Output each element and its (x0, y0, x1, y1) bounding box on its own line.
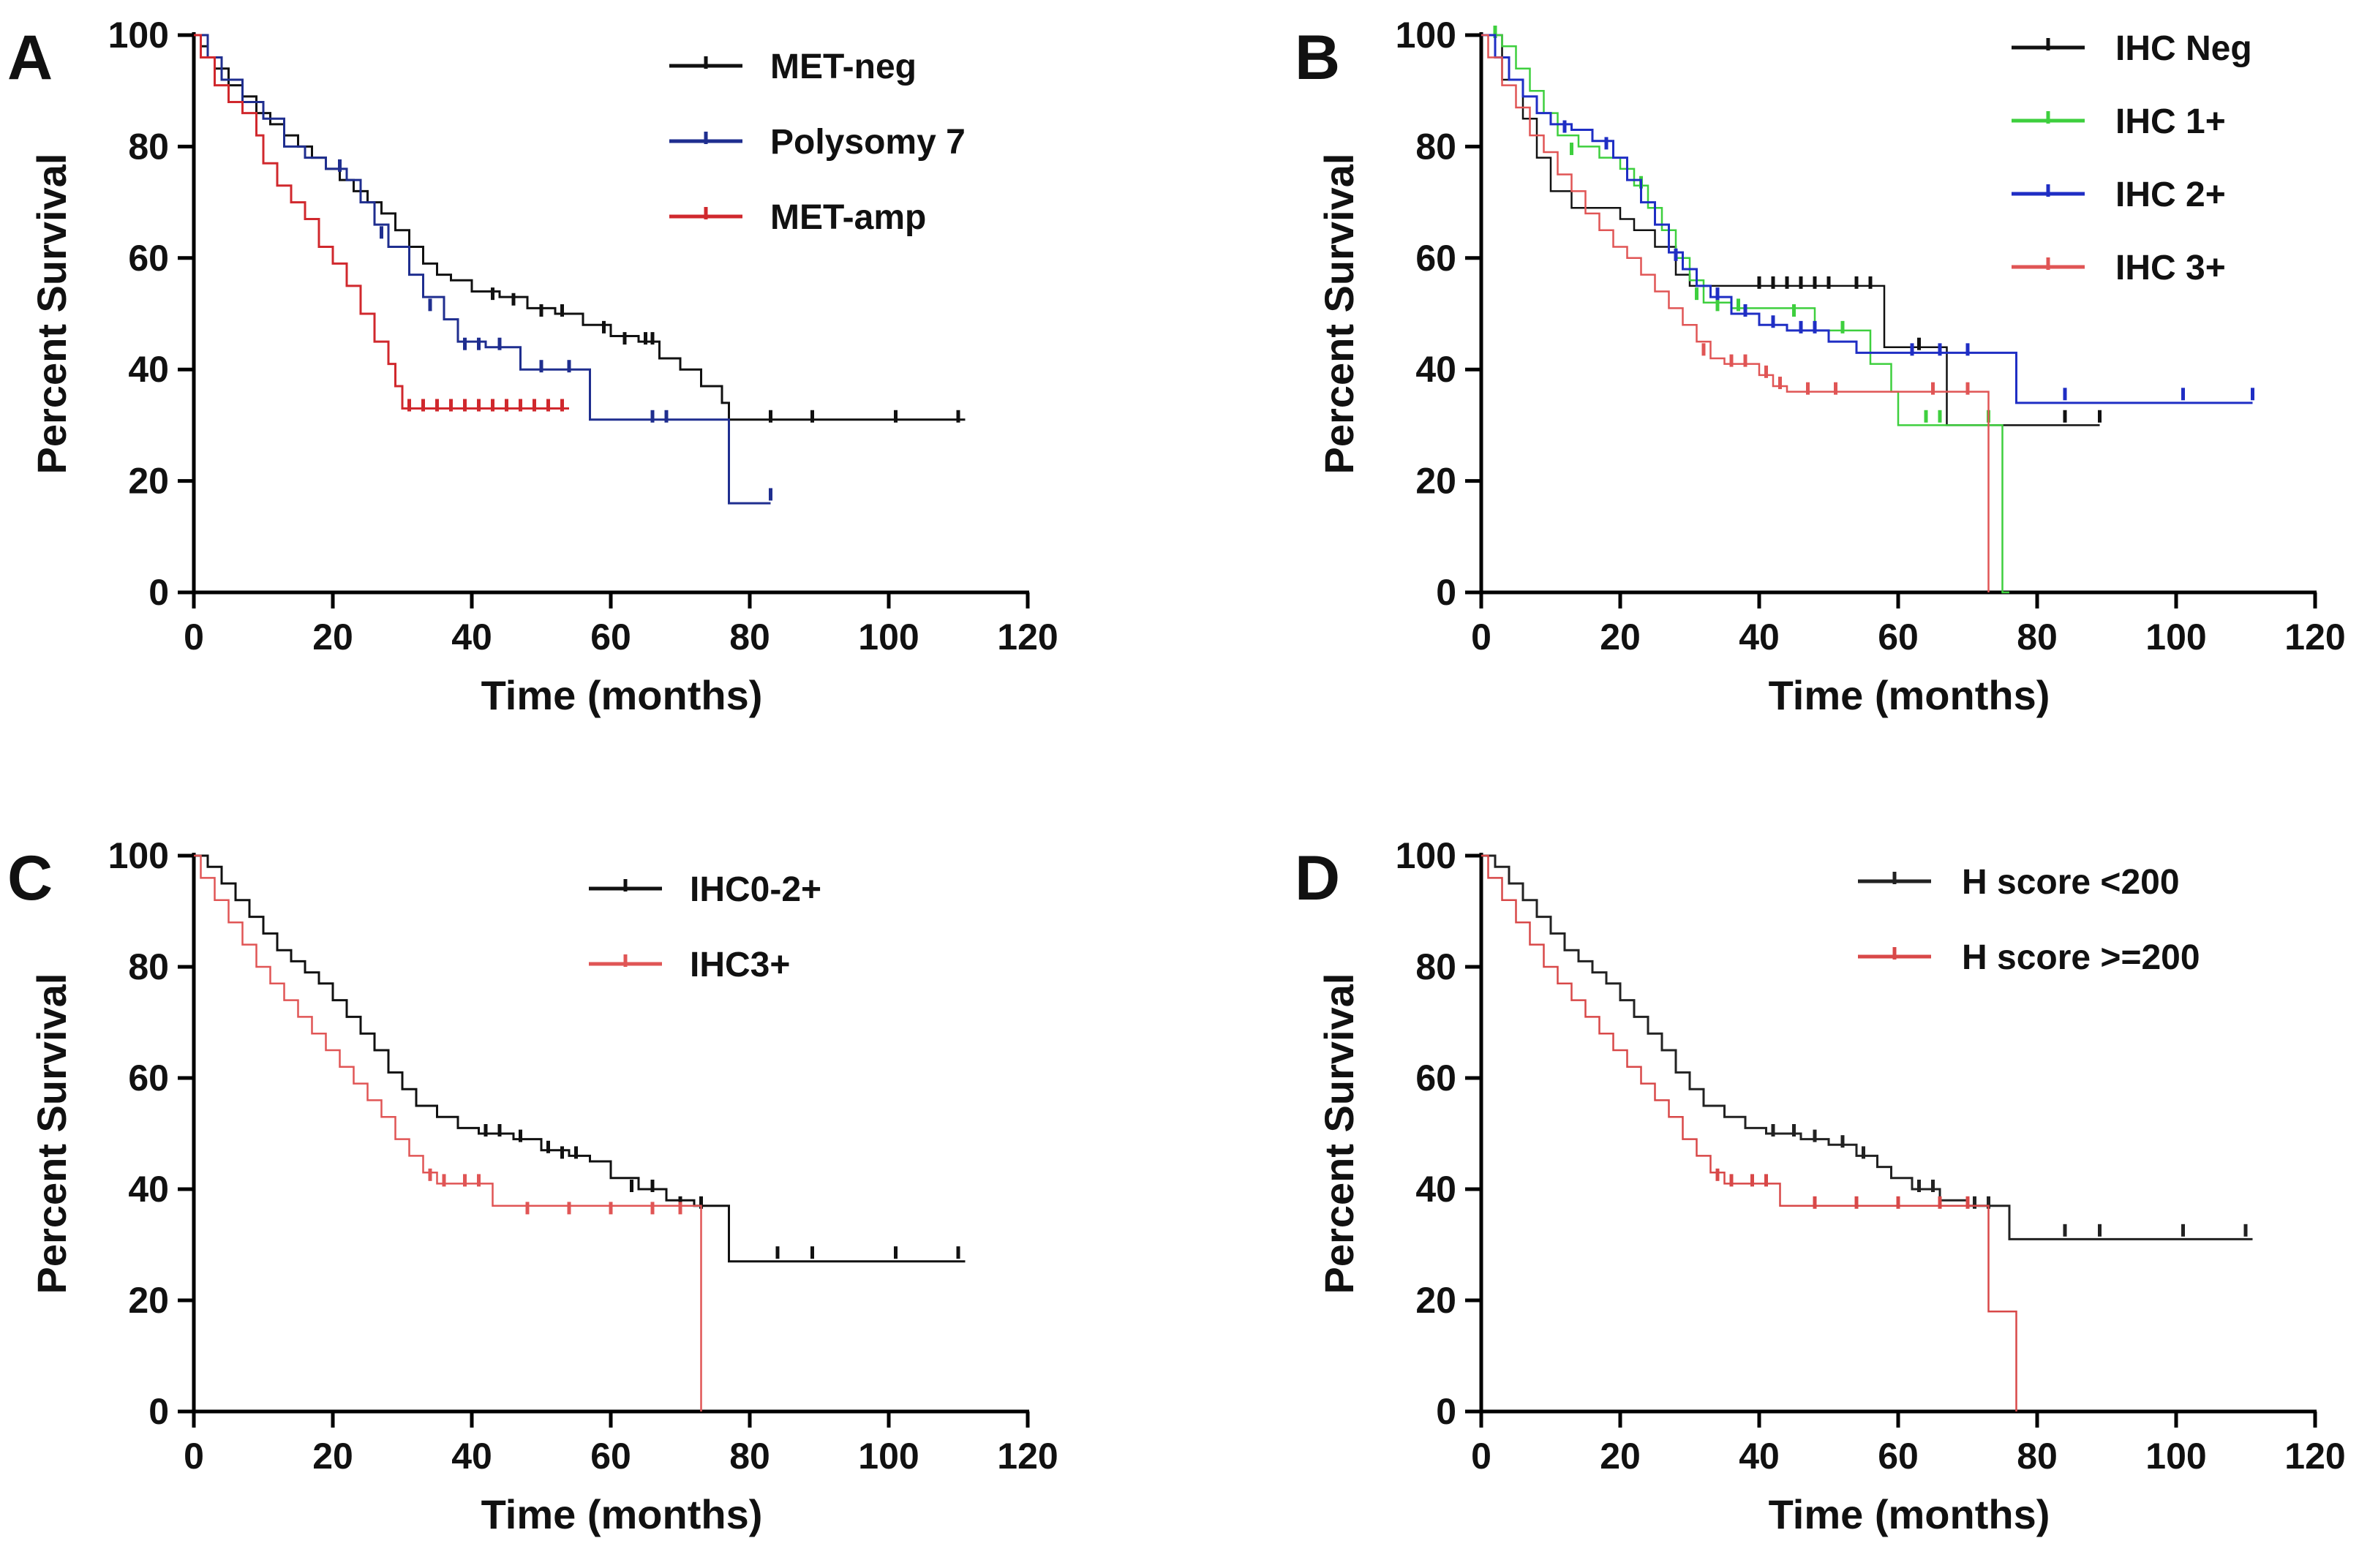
x-tick-label: 20 (1600, 1436, 1641, 1477)
y-tick-label: 20 (128, 461, 169, 502)
x-axis-title: Time (months) (481, 1491, 763, 1537)
panel-c: C 0 20 40 60 80 100 0 20 40 60 80 100 120 Time (months… (7, 835, 1058, 1537)
x-tick-label: 100 (2145, 617, 2206, 657)
survival-curve-met-amp (194, 34, 569, 410)
legend-label-ihc-neg: IHC Neg (2115, 29, 2252, 68)
survival-curve-ihc-2 (1481, 34, 2253, 404)
y-tick-label: 80 (1415, 946, 1456, 987)
y-tick-label: 0 (148, 1391, 169, 1432)
x-tick-label: 80 (729, 617, 770, 657)
y-tick-label: 40 (128, 349, 169, 390)
x-axis-title: Time (months) (1769, 1491, 2050, 1537)
x-tick-label: 40 (1739, 1436, 1780, 1477)
survival-curve-ihc-3 (1481, 34, 1990, 592)
x-tick-label: 60 (1878, 617, 1919, 657)
x-axis-title: Time (months) (1769, 672, 2050, 718)
survival-curve-ihc3 (194, 854, 702, 1411)
y-tick-label: 20 (1415, 1280, 1456, 1321)
survival-curve-polysomy-7 (194, 34, 771, 505)
y-tick-label: 80 (128, 946, 169, 987)
y-tick-label: 100 (108, 15, 169, 56)
y-tick-label: 0 (148, 572, 169, 613)
x-axis-title: Time (months) (481, 672, 763, 718)
panel-label-b: B (1295, 23, 1340, 93)
x-tick-label: 120 (2284, 1436, 2345, 1477)
y-tick-label: 60 (128, 238, 169, 279)
y-tick-label: 100 (108, 835, 169, 876)
y-tick-label: 40 (128, 1169, 169, 1210)
x-tick-label: 0 (184, 617, 204, 657)
y-tick-label: 100 (1396, 15, 1456, 56)
survival-curve-ihc0-2 (194, 854, 966, 1263)
x-tick-label: 60 (590, 617, 631, 657)
y-tick-label: 20 (128, 1280, 169, 1321)
panel-d: D 0 20 40 60 80 100 0 20 40 60 80 100 120 Time (months… (1295, 835, 2346, 1537)
y-tick-label: 20 (1415, 461, 1456, 502)
survival-curve-h-score-200 (1481, 854, 2017, 1411)
panel-label-a: A (7, 23, 53, 93)
y-tick-label: 60 (128, 1058, 169, 1098)
y-tick-label: 100 (1396, 835, 1456, 876)
y-tick-label: 0 (1436, 1391, 1456, 1432)
survival-curve-ihc-1 (1481, 34, 2009, 594)
y-axis-title: Percent Survival (1316, 973, 1362, 1294)
panel-b: B 0 20 40 60 80 100 0 20 40 60 80 100 120 Time (months… (1295, 15, 2346, 718)
legend-label-h-score-200: H score <200 (1962, 863, 2180, 902)
x-tick-label: 20 (312, 1436, 353, 1477)
legend-label-polysomy-7: Polysomy 7 (770, 123, 966, 162)
x-tick-label: 80 (2017, 617, 2058, 657)
y-tick-label: 60 (1415, 238, 1456, 279)
y-tick-label: 40 (1415, 349, 1456, 390)
panel-label-d: D (1295, 843, 1340, 913)
x-tick-label: 120 (997, 1436, 1058, 1477)
x-tick-label: 80 (729, 1436, 770, 1477)
legend-label-ihc-3: IHC 3+ (2115, 249, 2226, 287)
legend-label-met-amp: MET-amp (770, 198, 926, 237)
y-tick-label: 40 (1415, 1169, 1456, 1210)
legend-label-met-neg: MET-neg (770, 48, 917, 86)
y-axis-title: Percent Survival (29, 154, 75, 475)
x-tick-label: 40 (1739, 617, 1780, 657)
panel-label-c: C (7, 843, 53, 913)
legend-label-ihc0-2: IHC0-2+ (690, 870, 821, 909)
y-tick-label: 80 (128, 126, 169, 167)
y-tick-label: 60 (1415, 1058, 1456, 1098)
panel-a: A 0 20 40 60 80 100 0 20 40 60 80 100 120 Time (months… (7, 15, 1058, 718)
x-tick-label: 60 (1878, 1436, 1919, 1477)
x-tick-label: 80 (2017, 1436, 2058, 1477)
x-tick-label: 0 (184, 1436, 204, 1477)
legend-label-ihc3: IHC3+ (690, 946, 790, 984)
x-tick-label: 0 (1471, 1436, 1491, 1477)
survival-curve-met-neg (194, 34, 966, 421)
x-tick-label: 60 (590, 1436, 631, 1477)
survival-curve-ihc-neg (1481, 34, 2100, 426)
y-axis-title: Percent Survival (1316, 154, 1362, 475)
x-tick-label: 0 (1471, 617, 1491, 657)
survival-curve-h-score-200 (1481, 854, 2253, 1240)
x-tick-label: 100 (858, 1436, 919, 1477)
x-tick-label: 20 (312, 617, 353, 657)
x-tick-label: 40 (451, 617, 492, 657)
legend-label-ihc-1: IHC 1+ (2115, 102, 2226, 141)
legend-label-h-score-200: H score >=200 (1962, 938, 2200, 977)
x-tick-label: 20 (1600, 617, 1641, 657)
x-tick-label: 120 (997, 617, 1058, 657)
y-axis-title: Percent Survival (29, 973, 75, 1294)
x-tick-label: 100 (2145, 1436, 2206, 1477)
y-tick-label: 80 (1415, 126, 1456, 167)
x-tick-label: 120 (2284, 617, 2345, 657)
y-tick-label: 0 (1436, 572, 1456, 613)
x-tick-label: 40 (451, 1436, 492, 1477)
legend-label-ihc-2: IHC 2+ (2115, 176, 2226, 214)
x-tick-label: 100 (858, 617, 919, 657)
